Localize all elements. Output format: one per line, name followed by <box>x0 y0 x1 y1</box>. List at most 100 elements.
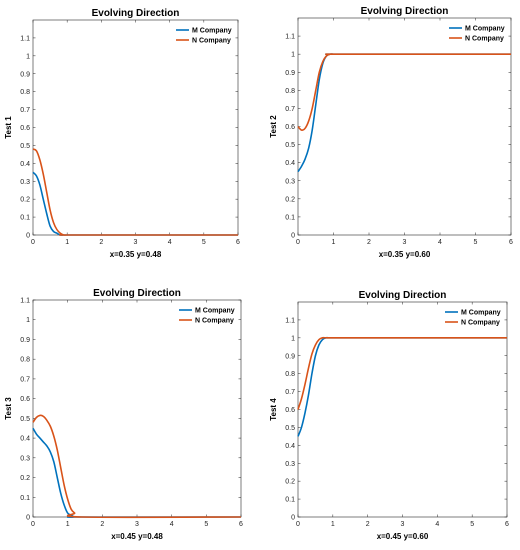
x-tick-label: 0 <box>296 239 300 246</box>
y-tick-label: 0.4 <box>285 443 295 450</box>
x-tick-label: 5 <box>204 521 208 528</box>
y-tick-label: 0.5 <box>20 416 30 423</box>
x-tick-label: 6 <box>239 521 243 528</box>
series-line-n-company <box>32 414 242 519</box>
x-tick-label: 5 <box>470 521 474 528</box>
series-line-n-company <box>297 336 507 410</box>
y-tick-label: 0.7 <box>20 107 30 114</box>
chart-panel-2: Evolving Direction 0 1 2 3 4 5 6 0 0.1 0.2 0.3 0.4 0.… <box>269 6 513 259</box>
x-tick-label: 2 <box>366 521 370 528</box>
x-tick-label: 1 <box>66 521 70 528</box>
y-tick-label: 1 <box>291 335 295 342</box>
y-tick-label: 0 <box>26 515 30 522</box>
y-tick-label: 0.8 <box>285 371 295 378</box>
y-tick-label: 0.4 <box>285 160 295 167</box>
x-tick-label: 3 <box>403 239 407 246</box>
plot-frame <box>32 19 239 236</box>
legend-label: N Company <box>195 318 234 325</box>
y-tick-label: 0.1 <box>20 495 30 502</box>
x-tick-label: 3 <box>401 521 405 528</box>
y-tick-label: 0.1 <box>285 497 295 504</box>
y-tick-label: 0.3 <box>20 179 30 186</box>
y-tick-label: 0.3 <box>20 455 30 462</box>
y-tick-label: 0.8 <box>20 357 30 364</box>
chart-title: Evolving Direction <box>359 290 447 301</box>
y-tick-label: 0.6 <box>20 125 30 132</box>
legend-label: M Company <box>195 308 235 315</box>
y-tick-label: 0.7 <box>20 376 30 383</box>
x-tick-label: 5 <box>474 239 478 246</box>
x-tick-label: 4 <box>435 521 439 528</box>
legend-label: N Company <box>461 320 500 327</box>
x-tick-label: 0 <box>31 239 35 246</box>
x-axis-label: x=0.45 y=0.48 <box>111 532 163 541</box>
y-tick-label: 1.1 <box>20 298 30 305</box>
chart-title: Evolving Direction <box>92 8 180 19</box>
x-tick-label: 1 <box>332 239 336 246</box>
y-tick-label: 0 <box>291 515 295 522</box>
y-tick-label: 0.8 <box>20 89 30 96</box>
y-tick-label: 1.1 <box>285 317 295 324</box>
y-tick-label: 0.2 <box>20 197 30 204</box>
x-tick-label: 3 <box>134 239 138 246</box>
y-tick-label: 0.2 <box>285 196 295 203</box>
x-axis-label: x=0.35 y=0.60 <box>379 250 431 259</box>
y-tick-label: 0.1 <box>285 214 295 221</box>
y-axis-label: Test 2 <box>269 115 278 138</box>
y-tick-label: 0.2 <box>285 479 295 486</box>
x-tick-label: 3 <box>135 521 139 528</box>
legend-label: M Company <box>465 26 505 33</box>
plot-frame <box>297 301 508 518</box>
y-tick-label: 0.6 <box>20 396 30 403</box>
x-tick-label: 0 <box>31 521 35 528</box>
y-tick-label: 0.5 <box>285 425 295 432</box>
y-tick-label: 0.5 <box>285 142 295 149</box>
y-tick-label: 0.9 <box>20 71 30 78</box>
legend-label: M Company <box>461 310 501 317</box>
y-tick-label: 0.6 <box>285 124 295 131</box>
y-tick-label: 1 <box>291 52 295 59</box>
series-line-m-company <box>32 171 238 236</box>
x-tick-label: 4 <box>170 521 174 528</box>
legend-label: N Company <box>465 36 504 43</box>
chart-panel-4: Evolving Direction 0 1 2 3 4 5 6 0 0.1 0.2 0.3 0.4 0.… <box>269 290 509 541</box>
y-axis-label: Test 1 <box>4 116 13 139</box>
x-tick-label: 5 <box>202 239 206 246</box>
plot-frame <box>297 17 512 236</box>
x-tick-label: 2 <box>100 521 104 528</box>
y-tick-label: 0.7 <box>285 389 295 396</box>
y-tick-label: 0.6 <box>285 407 295 414</box>
y-tick-label: 0 <box>26 233 30 240</box>
y-tick-label: 0.8 <box>285 88 295 95</box>
y-axis-label: Test 4 <box>269 398 278 421</box>
x-tick-label: 6 <box>505 521 509 528</box>
x-tick-label: 1 <box>331 521 335 528</box>
chart-title: Evolving Direction <box>93 288 181 299</box>
x-axis-label: x=0.45 y=0.60 <box>377 532 429 541</box>
y-tick-label: 1 <box>26 317 30 324</box>
y-tick-label: 1 <box>26 53 30 60</box>
y-tick-label: 1.1 <box>285 34 295 41</box>
y-tick-label: 0.4 <box>20 436 30 443</box>
y-tick-label: 0.2 <box>20 475 30 482</box>
y-tick-label: 0.5 <box>20 143 30 150</box>
x-tick-label: 4 <box>438 239 442 246</box>
x-tick-label: 2 <box>99 239 103 246</box>
y-axis-label: Test 3 <box>4 397 13 420</box>
x-tick-label: 4 <box>168 239 172 246</box>
chart-panel-1: Evolving Direction 0 1 2 3 4 5 6 0 0.1 0.2 0.3 0.4 0.… <box>4 8 240 259</box>
x-tick-label: 1 <box>65 239 69 246</box>
legend-label: N Company <box>192 38 231 45</box>
series-line-n-company <box>32 148 238 236</box>
x-axis-label: x=0.35 y=0.48 <box>110 250 162 259</box>
y-tick-label: 0.9 <box>285 70 295 77</box>
y-tick-label: 1.1 <box>20 35 30 42</box>
series-line-m-company <box>32 427 241 518</box>
x-tick-label: 0 <box>296 521 300 528</box>
series-line-n-company <box>297 53 511 131</box>
legend-label: M Company <box>192 28 232 35</box>
chart-title: Evolving Direction <box>361 6 449 17</box>
y-tick-label: 0 <box>291 233 295 240</box>
chart-panel-3: Evolving Direction 0 1 2 3 4 5 6 0 0.1 0.2 0.3 0.4 0.… <box>4 288 243 541</box>
